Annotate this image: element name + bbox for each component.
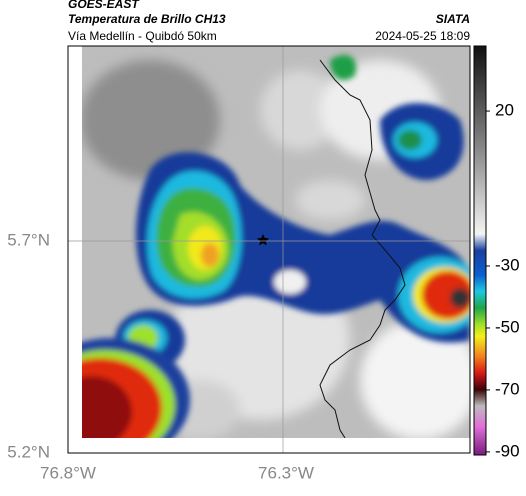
satellite-image (82, 46, 470, 438)
agency: SIATA (436, 12, 470, 26)
colorbar-tick-label: 20 (495, 101, 514, 120)
colorbar-tick-label: -70 (495, 379, 520, 398)
lon-label: 76.8°W (40, 463, 96, 482)
lat-label: 5.2°N (7, 442, 50, 461)
colorbar-tick-label: -50 (495, 317, 520, 336)
colorbar (473, 45, 487, 456)
colorbar-ticks: 20 -30 -50 -70 -90 (486, 101, 520, 460)
product: Temperatura de Brillo CH13 (68, 12, 226, 26)
lat-label: 5.7°N (7, 230, 50, 249)
timestamp: 2024-05-25 18:09 (375, 29, 470, 43)
region: Vía Medellín - Quibdó 50km (68, 29, 217, 43)
satellite: GOES-EAST (68, 0, 140, 11)
lon-label: 76.3°W (258, 463, 314, 482)
colorbar-tick-label: -30 (495, 255, 520, 274)
colorbar-tick-label: -90 (495, 441, 520, 460)
map-frame (67, 45, 471, 454)
